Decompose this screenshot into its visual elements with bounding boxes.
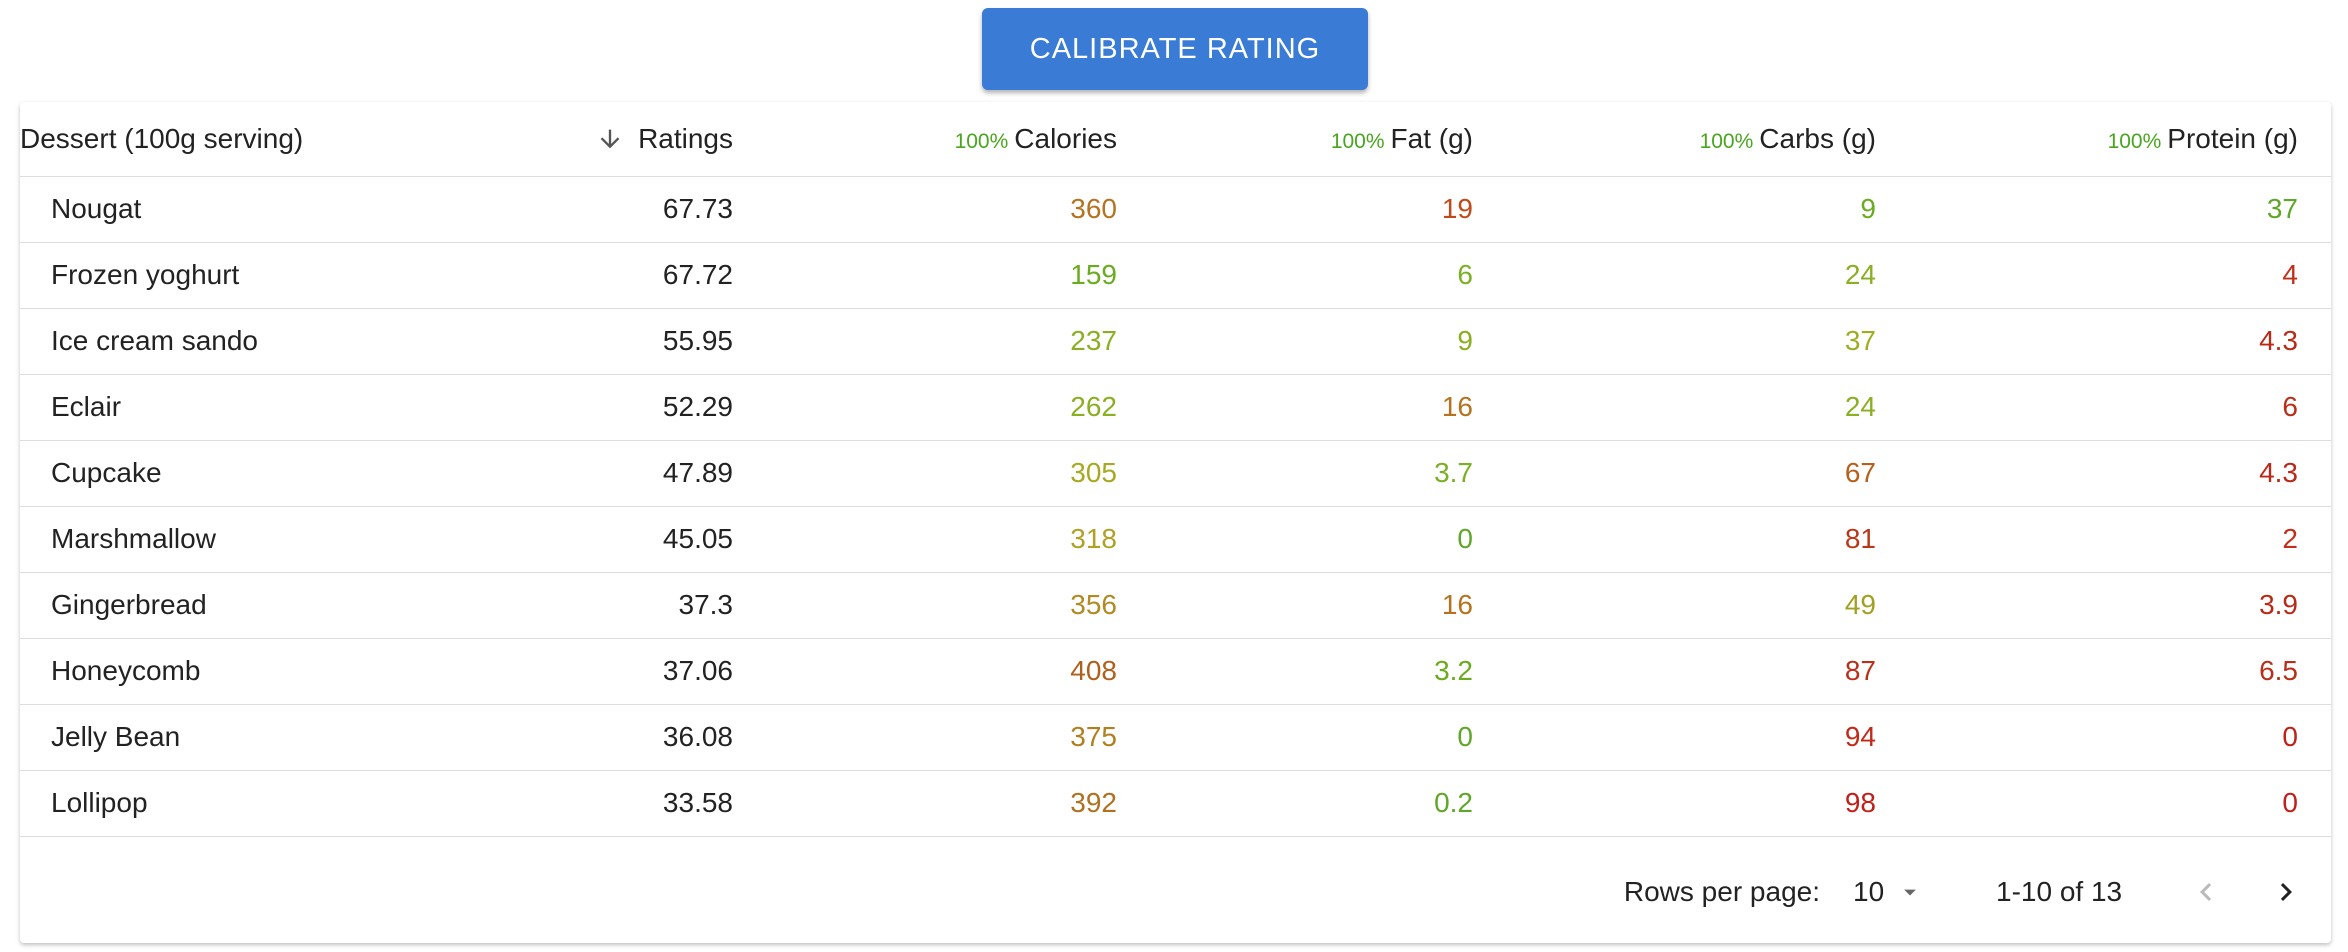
nutrient-value: 98 <box>1844 787 1876 818</box>
nutrient-value: 3.9 <box>2259 589 2298 620</box>
nutrient-value: 24 <box>1844 391 1876 422</box>
nutrient-value: 24 <box>1844 259 1876 290</box>
column-badge: 100% <box>954 130 1009 153</box>
column-label: Protein (g) <box>2167 123 2298 154</box>
dessert-name: Jelly Bean <box>51 721 181 752</box>
nutrient-value: 408 <box>1070 655 1117 686</box>
nutrient-value: 0 <box>2282 787 2298 818</box>
column-header: 100% Calories <box>955 106 1117 172</box>
nutrient-value: 0.2 <box>1434 787 1473 818</box>
nutrient-value: 305 <box>1070 457 1117 488</box>
dessert-name: Ice cream sando <box>51 325 258 356</box>
sort-icon[interactable] <box>596 124 624 154</box>
nutrient-value: 237 <box>1070 325 1117 356</box>
divider <box>20 704 2331 705</box>
nutrient-value: 37 <box>2266 193 2298 224</box>
column-badge: 100% <box>1699 130 1754 153</box>
dessert-name: Cupcake <box>51 457 162 488</box>
nutrient-value: 37 <box>1844 325 1876 356</box>
nutrient-value: 356 <box>1070 589 1117 620</box>
divider <box>20 770 2331 771</box>
nutrient-value: 262 <box>1070 391 1117 422</box>
nutrient-value: 94 <box>1844 721 1876 752</box>
rating: 37.3 <box>678 589 734 620</box>
nutrient-value: 49 <box>1844 589 1876 620</box>
column-label: Calories <box>1014 123 1117 154</box>
divider <box>20 836 2331 837</box>
nutrient-value: 16 <box>1441 589 1473 620</box>
divider <box>20 440 2331 441</box>
rating: 67.73 <box>662 193 733 224</box>
divider <box>20 308 2331 309</box>
nutrient-value: 360 <box>1070 193 1117 224</box>
rating: 37.06 <box>662 655 733 686</box>
rows-per-page-select[interactable]: 10 <box>1853 876 1885 907</box>
dessert-name: Marshmallow <box>51 523 216 554</box>
nutrient-value: 3.2 <box>1434 655 1473 686</box>
divider <box>20 572 2331 573</box>
nutrient-value: 9 <box>1860 193 1876 224</box>
column-header: Dessert (100g serving) <box>20 123 304 154</box>
nutrient-value: 9 <box>1457 325 1473 356</box>
divider <box>20 176 2331 177</box>
rows-per-page-label: Rows per page: <box>1623 876 1820 907</box>
prev-page[interactable] <box>2188 874 2224 910</box>
nutrient-value: 19 <box>1441 193 1473 224</box>
nutrient-value: 81 <box>1844 523 1876 554</box>
rating: 47.89 <box>662 457 733 488</box>
nutrient-value: 318 <box>1070 523 1117 554</box>
dessert-name: Honeycomb <box>51 655 201 686</box>
nutrient-value: 3.7 <box>1434 457 1473 488</box>
next-page[interactable] <box>2268 874 2304 910</box>
column-label: Carbs (g) <box>1759 123 1876 154</box>
dessert-name: Eclair <box>51 391 122 422</box>
nutrient-value: 6.5 <box>2259 655 2298 686</box>
nutrient-value: 16 <box>1441 391 1473 422</box>
nutrient-value: 67 <box>1844 457 1876 488</box>
rating: 67.72 <box>662 259 733 290</box>
column-header: 100% Carbs (g) <box>1700 106 1876 172</box>
nutrient-value: 0 <box>2282 721 2298 752</box>
column-header: Ratings <box>638 106 733 172</box>
column-badge: 100% <box>2107 130 2162 153</box>
table-card <box>20 102 2331 943</box>
nutrient-value: 159 <box>1070 259 1117 290</box>
select-arrow[interactable] <box>1896 878 1924 906</box>
nutrient-value: 0 <box>1457 721 1473 752</box>
calibrate-button[interactable]: CALIBRATE RATING <box>982 8 1368 90</box>
column-header: 100% Protein (g) <box>2108 106 2298 172</box>
nutrient-value: 392 <box>1070 787 1117 818</box>
nutrient-value: 0 <box>1457 523 1473 554</box>
nutrient-value: 4.3 <box>2259 325 2298 356</box>
rating: 52.29 <box>662 391 733 422</box>
nutrient-value: 2 <box>2282 523 2298 554</box>
nutrient-value: 375 <box>1070 721 1117 752</box>
divider <box>20 638 2331 639</box>
column-header: 100% Fat (g) <box>1331 106 1473 172</box>
column-label: Fat (g) <box>1390 123 1473 154</box>
nutrient-value: 87 <box>1844 655 1876 686</box>
rating: 45.05 <box>662 523 733 554</box>
rating: 33.58 <box>662 787 733 818</box>
column-label: Ratings <box>638 123 733 154</box>
nutrient-value: 4 <box>2282 259 2298 290</box>
dessert-name: Nougat <box>51 193 142 224</box>
rating: 36.08 <box>662 721 733 752</box>
divider <box>20 242 2331 243</box>
nutrient-value: 4.3 <box>2259 457 2298 488</box>
column-badge: 100% <box>1330 130 1385 153</box>
nutrient-value: 6 <box>2282 391 2298 422</box>
dessert-name: Frozen yoghurt <box>51 259 240 290</box>
page-range: 1-10 of 13 <box>1996 876 2123 907</box>
divider <box>20 374 2331 375</box>
nutrient-value: 6 <box>1457 259 1473 290</box>
divider <box>20 506 2331 507</box>
dessert-name: Gingerbread <box>51 589 207 620</box>
dessert-name: Lollipop <box>51 787 148 818</box>
rating: 55.95 <box>662 325 733 356</box>
